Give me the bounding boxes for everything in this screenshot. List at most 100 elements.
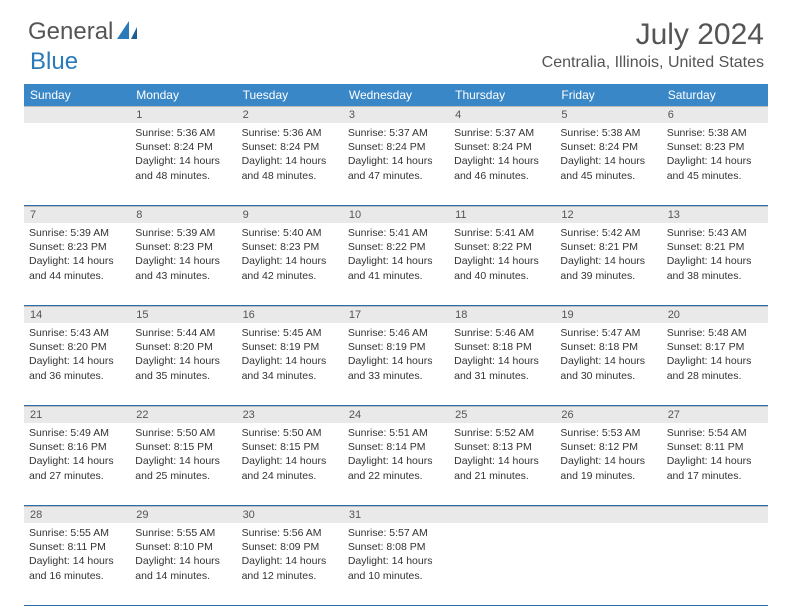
day-detail-line: Sunset: 8:15 PM xyxy=(135,440,231,454)
day-detail-line: Daylight: 14 hours xyxy=(29,354,125,368)
day-detail-line: and 46 minutes. xyxy=(454,169,550,183)
day-detail-line: Sunset: 8:20 PM xyxy=(29,340,125,354)
day-detail-line: Sunrise: 5:38 AM xyxy=(667,126,763,140)
day-detail-line: Sunrise: 5:36 AM xyxy=(135,126,231,140)
day-number xyxy=(24,107,130,123)
day-detail-line: Sunset: 8:09 PM xyxy=(242,540,338,554)
day-number: 10 xyxy=(343,207,449,223)
day-detail-line: Sunrise: 5:50 AM xyxy=(135,426,231,440)
day-detail-line: Daylight: 14 hours xyxy=(560,454,656,468)
day-detail-line: and 35 minutes. xyxy=(135,369,231,383)
dayhead-sunday: Sunday xyxy=(24,84,130,106)
day-detail-line: Sunrise: 5:55 AM xyxy=(135,526,231,540)
day-cell: Sunrise: 5:36 AMSunset: 8:24 PMDaylight:… xyxy=(130,123,236,205)
day-detail-line: Sunset: 8:15 PM xyxy=(242,440,338,454)
day-detail-line: Daylight: 14 hours xyxy=(667,254,763,268)
day-number: 3 xyxy=(343,107,449,123)
day-cell: Sunrise: 5:43 AMSunset: 8:21 PMDaylight:… xyxy=(662,223,768,305)
day-detail-line: Sunset: 8:10 PM xyxy=(135,540,231,554)
day-detail-line: Sunrise: 5:57 AM xyxy=(348,526,444,540)
day-detail-line: Daylight: 14 hours xyxy=(560,254,656,268)
day-cell xyxy=(449,523,555,605)
day-number: 15 xyxy=(130,307,236,323)
day-cell: Sunrise: 5:52 AMSunset: 8:13 PMDaylight:… xyxy=(449,423,555,505)
day-detail-line: Sunset: 8:13 PM xyxy=(454,440,550,454)
day-detail-line: Sunrise: 5:47 AM xyxy=(560,326,656,340)
day-detail-line: and 30 minutes. xyxy=(560,369,656,383)
day-detail-line: Sunrise: 5:55 AM xyxy=(29,526,125,540)
day-detail-line: Sunrise: 5:48 AM xyxy=(667,326,763,340)
day-number: 27 xyxy=(662,407,768,423)
day-number: 1 xyxy=(130,107,236,123)
week-row: Sunrise: 5:55 AMSunset: 8:11 PMDaylight:… xyxy=(24,523,768,606)
day-detail-line: Daylight: 14 hours xyxy=(348,354,444,368)
day-cell: Sunrise: 5:39 AMSunset: 8:23 PMDaylight:… xyxy=(24,223,130,305)
daynum-row: 78910111213 xyxy=(24,206,768,223)
day-detail-line: and 45 minutes. xyxy=(560,169,656,183)
day-cell: Sunrise: 5:53 AMSunset: 8:12 PMDaylight:… xyxy=(555,423,661,505)
day-detail-line: Sunrise: 5:43 AM xyxy=(29,326,125,340)
day-detail-line: and 43 minutes. xyxy=(135,269,231,283)
day-detail-line: Sunset: 8:24 PM xyxy=(135,140,231,154)
day-detail-line: Daylight: 14 hours xyxy=(135,154,231,168)
day-detail-line: and 16 minutes. xyxy=(29,569,125,583)
day-detail-line: Daylight: 14 hours xyxy=(242,154,338,168)
day-number: 20 xyxy=(662,307,768,323)
daynum-row: 21222324252627 xyxy=(24,406,768,423)
day-detail-line: and 21 minutes. xyxy=(454,469,550,483)
day-detail-line: Daylight: 14 hours xyxy=(454,154,550,168)
day-detail-line: and 10 minutes. xyxy=(348,569,444,583)
day-cell xyxy=(24,123,130,205)
day-detail-line: Sunset: 8:14 PM xyxy=(348,440,444,454)
day-detail-line: Sunset: 8:19 PM xyxy=(348,340,444,354)
day-detail-line: Sunrise: 5:49 AM xyxy=(29,426,125,440)
week-row: Sunrise: 5:43 AMSunset: 8:20 PMDaylight:… xyxy=(24,323,768,406)
day-cell: Sunrise: 5:38 AMSunset: 8:23 PMDaylight:… xyxy=(662,123,768,205)
day-detail-line: Daylight: 14 hours xyxy=(454,254,550,268)
day-detail-line: Sunrise: 5:41 AM xyxy=(454,226,550,240)
day-number xyxy=(662,507,768,523)
logo-text-blue: Blue xyxy=(30,48,78,75)
day-detail-line: Sunrise: 5:40 AM xyxy=(242,226,338,240)
day-detail-line: Sunset: 8:24 PM xyxy=(242,140,338,154)
day-cell xyxy=(662,523,768,605)
day-detail-line: and 19 minutes. xyxy=(560,469,656,483)
day-detail-line: and 33 minutes. xyxy=(348,369,444,383)
day-detail-line: Sunset: 8:17 PM xyxy=(667,340,763,354)
day-detail-line: Sunset: 8:23 PM xyxy=(242,240,338,254)
day-detail-line: and 14 minutes. xyxy=(135,569,231,583)
dayhead-friday: Friday xyxy=(555,84,661,106)
day-number: 5 xyxy=(555,107,661,123)
day-cell: Sunrise: 5:51 AMSunset: 8:14 PMDaylight:… xyxy=(343,423,449,505)
day-detail-line: Daylight: 14 hours xyxy=(454,454,550,468)
day-cell: Sunrise: 5:37 AMSunset: 8:24 PMDaylight:… xyxy=(449,123,555,205)
day-cell: Sunrise: 5:41 AMSunset: 8:22 PMDaylight:… xyxy=(343,223,449,305)
day-detail-line: Sunrise: 5:46 AM xyxy=(348,326,444,340)
day-cell: Sunrise: 5:41 AMSunset: 8:22 PMDaylight:… xyxy=(449,223,555,305)
day-number: 18 xyxy=(449,307,555,323)
day-number: 29 xyxy=(130,507,236,523)
day-detail-line: Daylight: 14 hours xyxy=(667,454,763,468)
day-number: 8 xyxy=(130,207,236,223)
day-detail-line: Daylight: 14 hours xyxy=(348,254,444,268)
title-block: July 2024 Centralia, Illinois, United St… xyxy=(542,18,764,72)
day-detail-line: Sunset: 8:22 PM xyxy=(454,240,550,254)
day-cell: Sunrise: 5:45 AMSunset: 8:19 PMDaylight:… xyxy=(237,323,343,405)
day-detail-line: Sunset: 8:18 PM xyxy=(560,340,656,354)
week-row: Sunrise: 5:39 AMSunset: 8:23 PMDaylight:… xyxy=(24,223,768,306)
day-cell: Sunrise: 5:48 AMSunset: 8:17 PMDaylight:… xyxy=(662,323,768,405)
day-number xyxy=(555,507,661,523)
day-detail-line: Sunrise: 5:41 AM xyxy=(348,226,444,240)
day-cell: Sunrise: 5:50 AMSunset: 8:15 PMDaylight:… xyxy=(130,423,236,505)
day-detail-line: Daylight: 14 hours xyxy=(348,154,444,168)
day-cell xyxy=(555,523,661,605)
daynum-row: 14151617181920 xyxy=(24,306,768,323)
day-detail-line: Daylight: 14 hours xyxy=(29,454,125,468)
day-detail-line: and 44 minutes. xyxy=(29,269,125,283)
day-number: 30 xyxy=(237,507,343,523)
day-detail-line: Sunset: 8:16 PM xyxy=(29,440,125,454)
day-number: 24 xyxy=(343,407,449,423)
day-cell: Sunrise: 5:55 AMSunset: 8:11 PMDaylight:… xyxy=(24,523,130,605)
day-number: 17 xyxy=(343,307,449,323)
day-number: 2 xyxy=(237,107,343,123)
